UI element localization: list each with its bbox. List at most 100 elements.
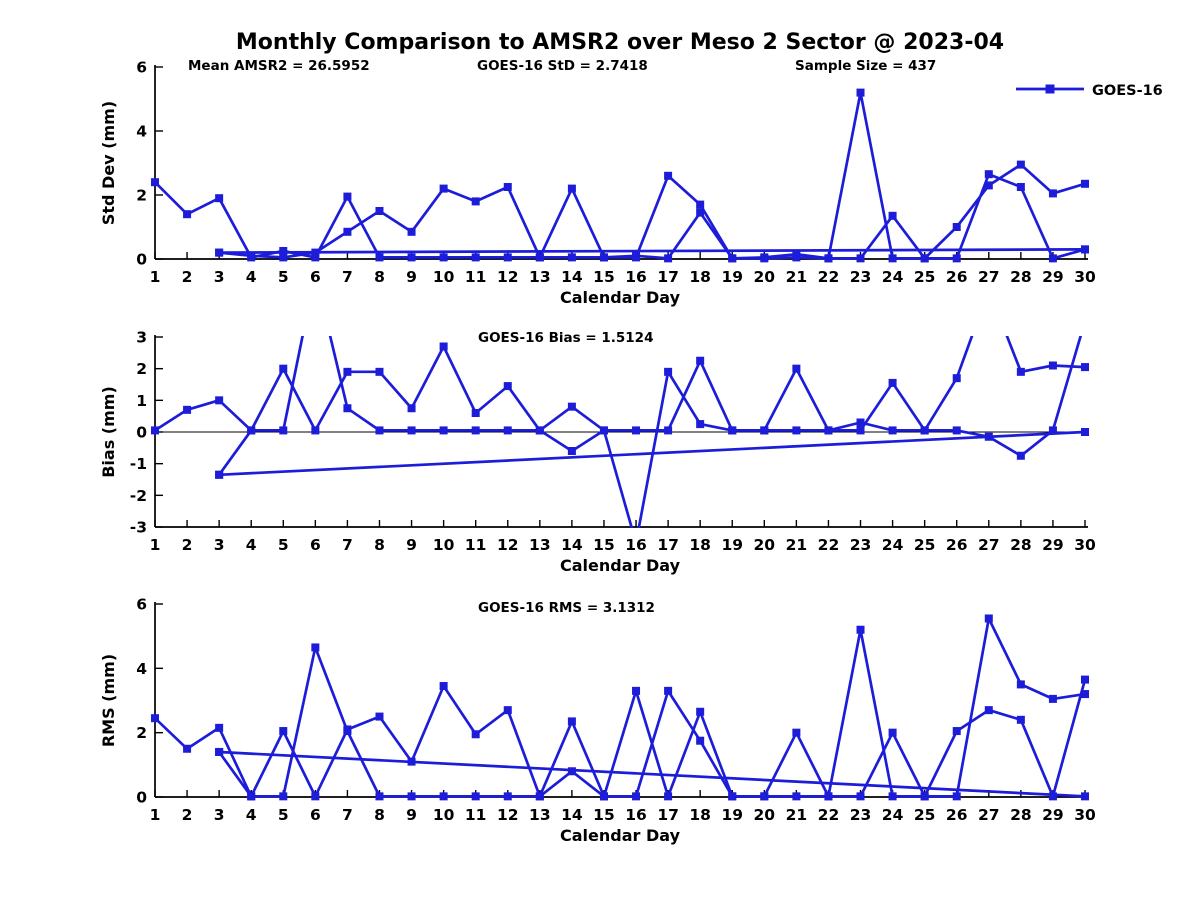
y-tick-label: 1 [136, 392, 147, 410]
legend: GOES-16 [1016, 83, 1163, 99]
annotation: Sample Size = 437 [795, 58, 936, 74]
x-tick-label: 29 [1042, 536, 1064, 554]
x-tick-label: 24 [882, 268, 904, 286]
x-tick-label: 9 [406, 806, 417, 824]
marker [856, 426, 865, 435]
y-axis-label: Std Dev (mm) [99, 101, 118, 225]
marker [696, 356, 705, 365]
marker [215, 396, 224, 405]
x-tick-label: 3 [214, 806, 225, 824]
x-tick-label: 25 [914, 536, 936, 554]
x-tick-label: 7 [342, 806, 353, 824]
x-tick-label: 16 [625, 806, 647, 824]
y-tick-label: 0 [136, 789, 147, 807]
legend-label: GOES-16 [1092, 83, 1163, 99]
x-tick-label: 5 [278, 806, 289, 824]
marker [407, 757, 416, 766]
x-tick-label: 8 [374, 536, 385, 554]
marker [1081, 675, 1089, 684]
x-tick-label: 24 [882, 536, 904, 554]
x-tick-label: 25 [914, 268, 936, 286]
x-tick-label: 4 [246, 536, 257, 554]
marker [215, 194, 224, 203]
marker [664, 367, 673, 376]
marker [471, 792, 480, 801]
x-tick-label: 26 [946, 806, 968, 824]
marker [728, 426, 737, 435]
line-goes16-rms-b [218, 646, 1087, 798]
x-tick-label: 9 [406, 536, 417, 554]
marker [183, 210, 192, 219]
marker [439, 342, 448, 351]
marker [888, 378, 897, 387]
marker [247, 792, 256, 801]
marker [824, 254, 833, 263]
marker [632, 792, 641, 801]
y-tick-label: 3 [136, 329, 147, 347]
marker [984, 614, 993, 623]
marker [1081, 690, 1089, 699]
marker [696, 420, 705, 429]
marker [856, 88, 865, 97]
markers-goes16-rms-b [215, 643, 1089, 801]
marker [407, 404, 416, 413]
marker [920, 426, 929, 435]
marker [279, 247, 288, 255]
marker [311, 643, 320, 652]
x-axis-label: Calendar Day [560, 556, 681, 575]
x-tick-label: 22 [818, 268, 840, 286]
marker [1081, 245, 1089, 254]
x-tick-label: 5 [278, 536, 289, 554]
chart-title: Monthly Comparison to AMSR2 over Meso 2 … [235, 30, 1005, 55]
y-tick-label: 4 [136, 660, 147, 678]
marker [760, 254, 769, 263]
x-tick-label: 16 [625, 536, 647, 554]
marker [1016, 183, 1025, 191]
x-tick-label: 4 [246, 806, 257, 824]
marker [279, 426, 288, 435]
x-tick-label: 14 [561, 268, 583, 286]
marker [471, 197, 480, 206]
marker [407, 253, 416, 262]
x-tick-label: 22 [818, 536, 840, 554]
y-axis-label: Bias (mm) [99, 386, 118, 478]
marker [1081, 363, 1089, 372]
marker [471, 253, 480, 262]
y-tick-label: 0 [136, 424, 147, 442]
marker [471, 730, 480, 739]
marker [567, 447, 576, 455]
marker [599, 253, 608, 262]
marker [439, 184, 448, 193]
marker [632, 686, 641, 695]
marker [375, 792, 384, 801]
line-goes16-rms-a [154, 617, 1086, 798]
y-axis-label: RMS (mm) [99, 654, 118, 747]
marker [984, 181, 993, 190]
marker [792, 253, 801, 262]
x-tick-label: 24 [882, 806, 904, 824]
x-tick-label: 14 [561, 806, 583, 824]
x-tick-label: 11 [465, 806, 487, 824]
x-tick-label: 10 [433, 806, 455, 824]
marker [503, 183, 512, 191]
marker [792, 792, 801, 801]
x-tick-label: 21 [786, 268, 808, 286]
y-tick-label: -2 [130, 487, 147, 505]
subplot-rms: 1 2 3 4 5 6 7 8 9 10 11 12 13 14 15 16 17 18 19 20 21 22 23 24 2… [99, 596, 1096, 846]
series-lines-rms [154, 617, 1087, 798]
marker [856, 792, 865, 801]
marker [1016, 367, 1025, 376]
x-tick-label: 10 [433, 536, 455, 554]
x-tick-label: 30 [1074, 536, 1096, 554]
x-tick-label: 3 [214, 268, 225, 286]
marker [375, 426, 384, 435]
x-tick-label: 5 [278, 268, 289, 286]
x-tick-label: 30 [1074, 806, 1096, 824]
marker [567, 402, 576, 411]
line-goes16-stddev-b [218, 163, 1086, 260]
marker [664, 426, 673, 435]
marker [1016, 680, 1025, 689]
marker [599, 426, 608, 435]
x-tick-label: 12 [497, 806, 519, 824]
